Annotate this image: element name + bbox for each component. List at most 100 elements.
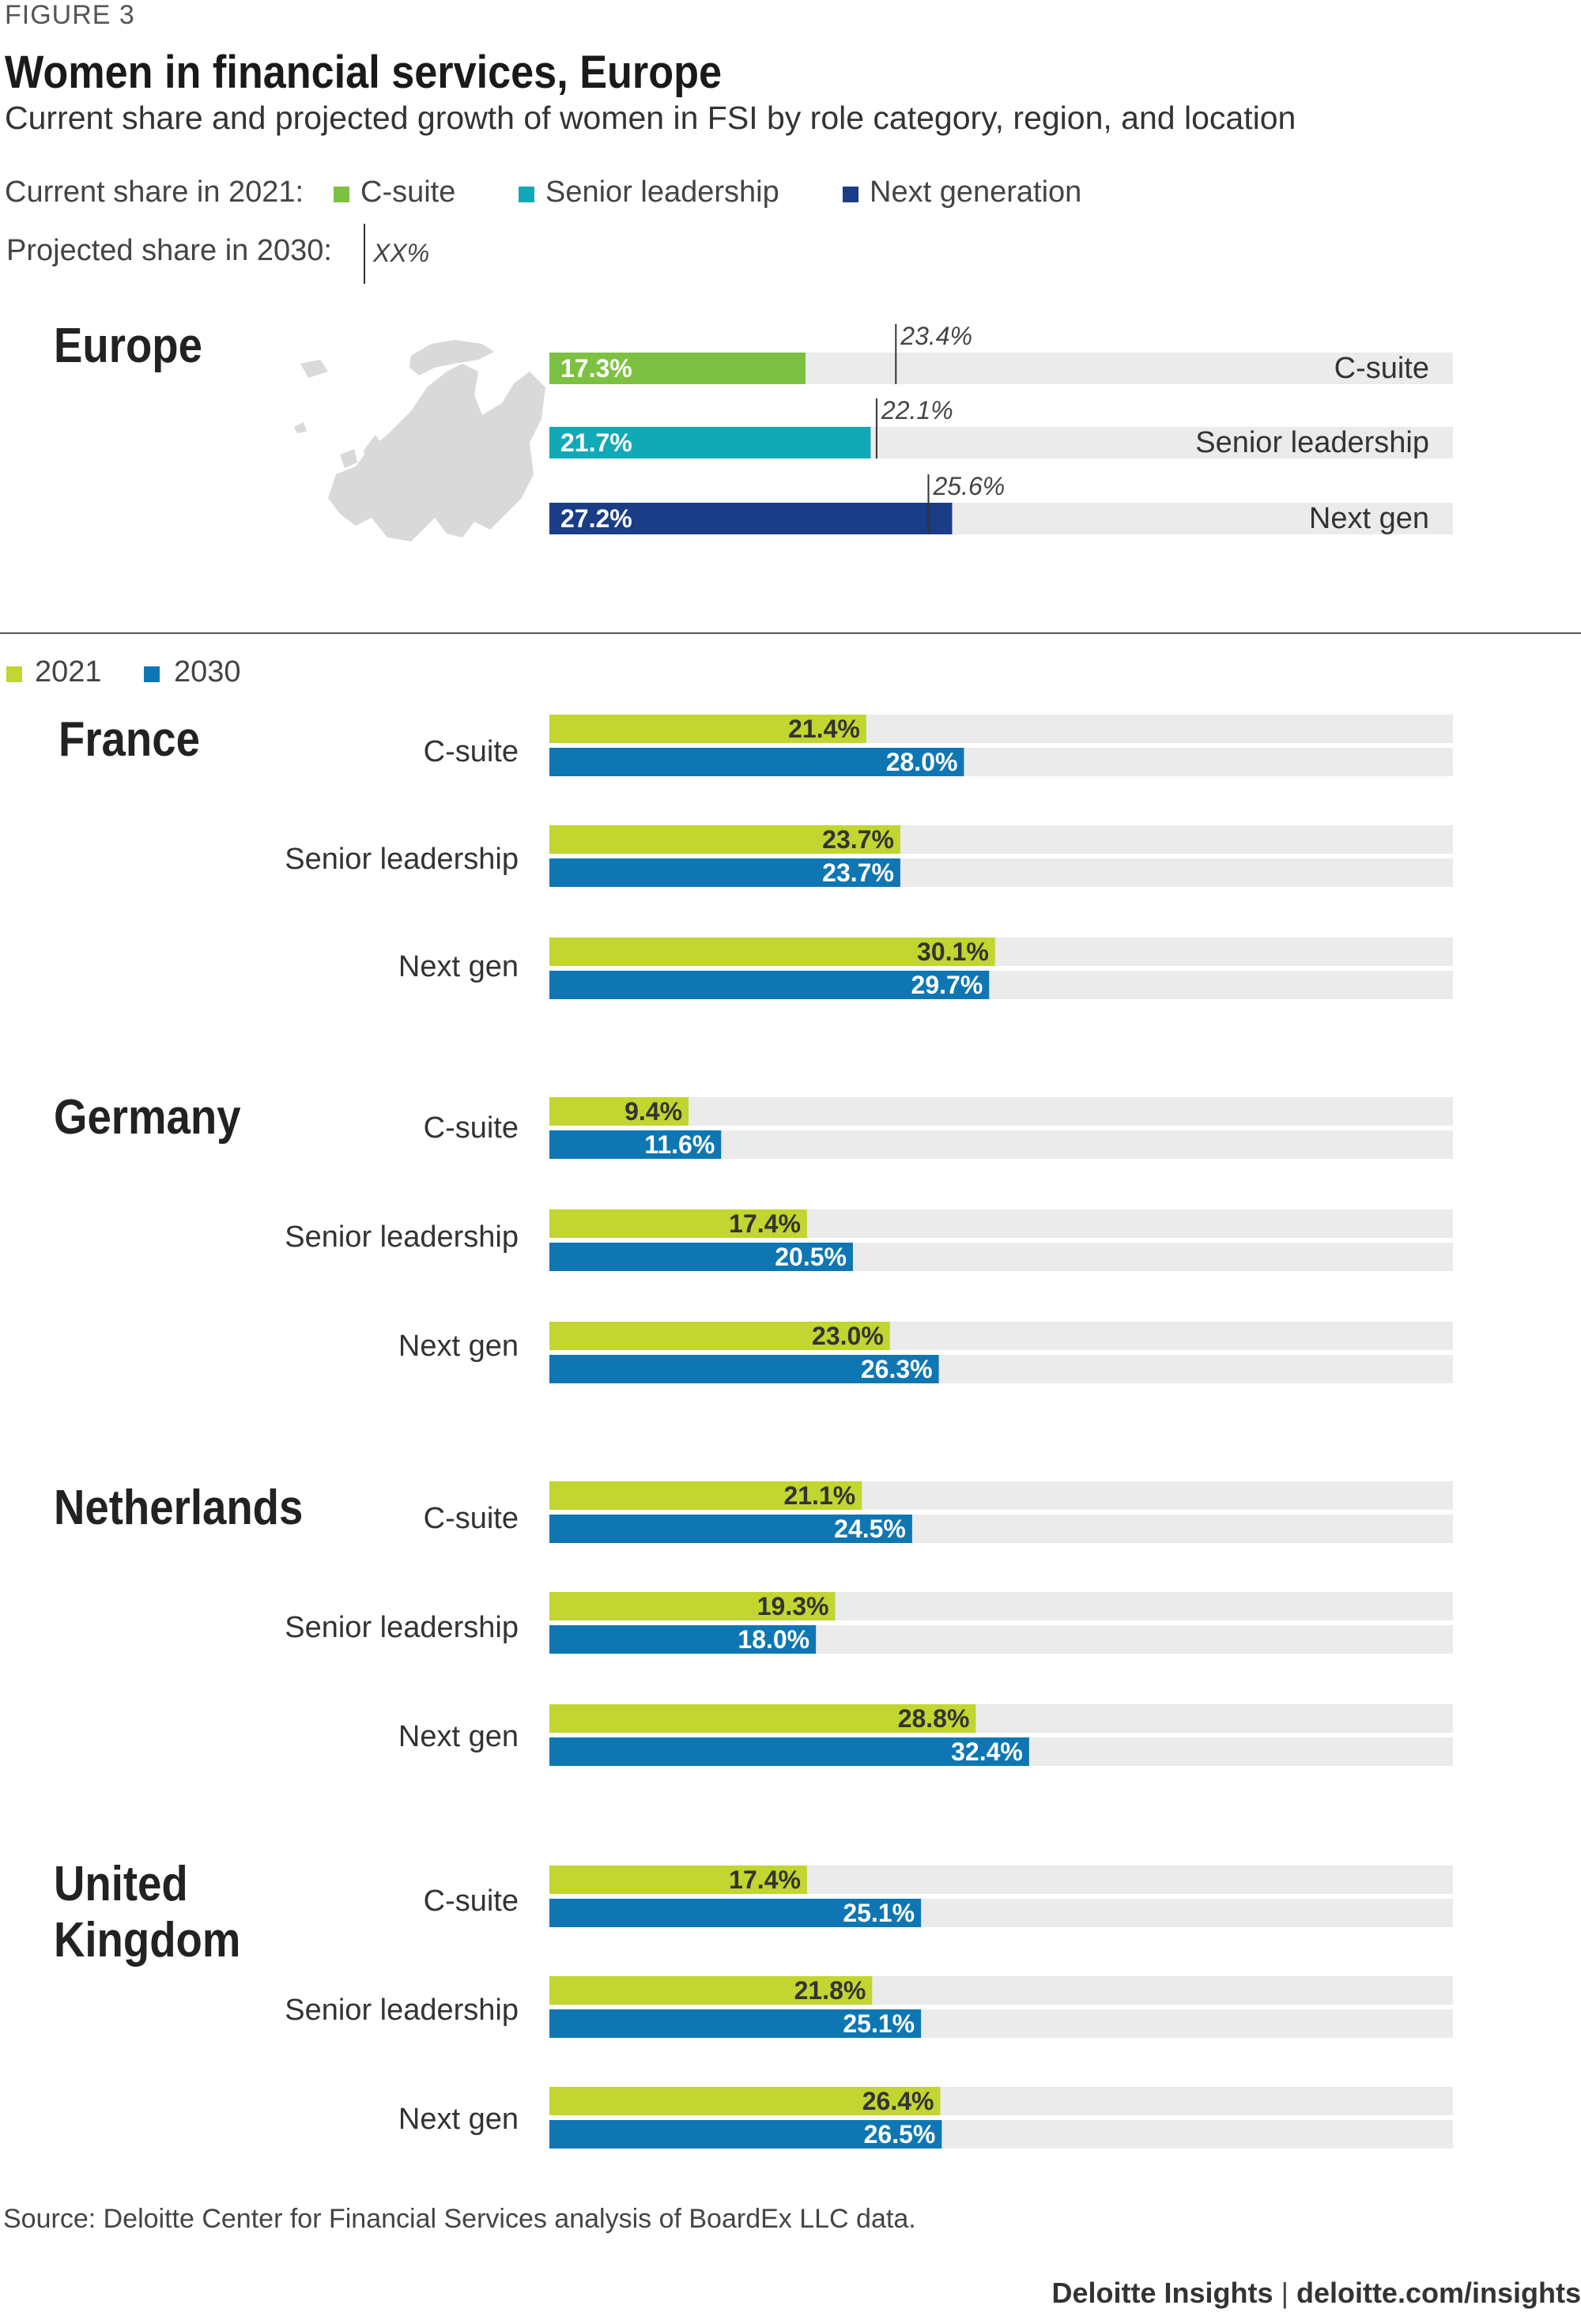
- bar-2030: [549, 1243, 853, 1271]
- category-label: Next gen: [398, 950, 519, 983]
- bar-2021: [549, 1976, 873, 2005]
- bar-track: [549, 1097, 1453, 1126]
- data-label-current: 21.7%: [560, 428, 632, 457]
- category-label: C-suite: [1334, 352, 1429, 385]
- category-label: Next gen: [1309, 502, 1429, 535]
- bar-2030: [549, 1355, 939, 1383]
- data-label-2030: 26.3%: [861, 1355, 933, 1383]
- bar-2021: [549, 1097, 689, 1126]
- figure-label: FIGURE 3: [5, 0, 135, 30]
- data-label-2021: 9.4%: [624, 1097, 682, 1126]
- data-label-2030: 23.7%: [822, 858, 894, 887]
- category-label: Senior leadership: [285, 1220, 519, 1254]
- legend-item-senior-leadership: Senior leadership: [545, 175, 779, 209]
- chart-title: Women in financial services, Europe: [5, 47, 723, 98]
- bar-2021: [549, 2087, 941, 2115]
- region-title-uk-line1: United: [54, 1857, 188, 1911]
- bar-2021: [549, 1481, 862, 1510]
- footer-url[interactable]: deloitte.com/insights: [1296, 2277, 1581, 2309]
- bar-2021: [549, 1322, 890, 1350]
- legend-item-2030: 2030: [174, 655, 241, 689]
- bar-2030: [549, 1899, 922, 1927]
- bar-2030: [549, 971, 990, 999]
- category-label: Next gen: [398, 1330, 519, 1363]
- category-label: Senior leadership: [285, 1994, 519, 2027]
- data-label-2030: 32.4%: [951, 1737, 1023, 1766]
- bar-2030: [549, 748, 964, 776]
- region-title-united-kingdom: United Kingdom: [54, 1856, 240, 1969]
- category-label: Next gen: [398, 2103, 519, 2136]
- footer-credit: Deloitte Insights | deloitte.com/insight…: [1052, 2277, 1581, 2310]
- category-label: C-suite: [423, 1884, 519, 1918]
- data-label-2030: 26.5%: [864, 2120, 936, 2149]
- region-title-france: France: [58, 712, 200, 767]
- bar-2021: [549, 1209, 807, 1238]
- bar-2021: [549, 938, 995, 966]
- data-label-2021: 21.4%: [788, 715, 860, 743]
- region-title-uk-line2: Kingdom: [54, 1913, 241, 1968]
- data-label-2030: 25.1%: [843, 1899, 915, 1927]
- data-label-2030: 29.7%: [911, 971, 983, 999]
- category-label: Senior leadership: [285, 843, 519, 876]
- data-label-2021: 28.8%: [898, 1704, 970, 1733]
- data-label-2021: 17.4%: [729, 1209, 801, 1238]
- category-label: C-suite: [423, 1502, 519, 1535]
- region-title-europe: Europe: [54, 319, 202, 373]
- data-label-projected: 22.1%: [881, 396, 953, 424]
- data-label-2021: 23.7%: [822, 825, 894, 854]
- bar-2021: [549, 1704, 976, 1733]
- legend-swatch-2030: [144, 666, 160, 682]
- legend-projected-marker-line: [364, 224, 365, 284]
- bar-2021: [549, 1866, 807, 1894]
- bar-2021: [549, 825, 900, 854]
- section-divider: [0, 632, 1581, 634]
- legend-item-2021: 2021: [35, 655, 102, 689]
- footer-brand: Deloitte Insights: [1051, 2277, 1273, 2309]
- legend-swatch-2021: [6, 666, 22, 682]
- bar-current-c-suite: [549, 353, 806, 384]
- region-title-netherlands: Netherlands: [54, 1481, 304, 1535]
- legend-swatch-senior-leadership: [519, 187, 534, 202]
- bar-current-next-gen: [549, 503, 953, 534]
- footer-separator: |: [1281, 2277, 1289, 2309]
- data-label-projected: 23.4%: [900, 322, 972, 350]
- legend-item-next-generation: Next generation: [870, 175, 1082, 209]
- data-label-2021: 23.0%: [812, 1322, 884, 1350]
- legend-projected-label: Projected share in 2030:: [6, 234, 332, 267]
- category-label: Next gen: [398, 1720, 519, 1753]
- category-label: C-suite: [423, 1111, 519, 1145]
- data-label-2030: 11.6%: [644, 1130, 715, 1159]
- data-label-2021: 19.3%: [757, 1592, 829, 1620]
- bar-2030: [549, 1625, 817, 1654]
- bar-current-senior-leadership: [549, 427, 871, 458]
- category-label: C-suite: [423, 735, 519, 768]
- chart-subtitle: Current share and projected growth of wo…: [5, 100, 1296, 136]
- legend-current-label: Current share in 2021:: [5, 175, 304, 209]
- bar-2030: [549, 2009, 922, 2038]
- data-label-current: 17.3%: [560, 354, 632, 383]
- data-label-2021: 21.8%: [794, 1976, 866, 2005]
- bar-2030: [549, 1130, 722, 1159]
- europe-map-image: [294, 340, 545, 541]
- category-label: Senior leadership: [285, 1611, 519, 1644]
- data-label-2030: 20.5%: [775, 1243, 847, 1271]
- bar-2021: [549, 1592, 836, 1620]
- data-label-2021: 21.1%: [783, 1481, 855, 1510]
- data-label-2030: 25.1%: [843, 2009, 915, 2038]
- bar-2030: [549, 1737, 1029, 1766]
- legend-projected-marker-text: XX%: [373, 239, 430, 267]
- data-label-2021: 30.1%: [917, 938, 989, 966]
- source-note: Source: Deloitte Center for Financial Se…: [3, 2204, 916, 2234]
- data-label-projected: 25.6%: [932, 472, 1005, 500]
- data-label-2030: 28.0%: [886, 748, 958, 776]
- bar-2030: [549, 2120, 942, 2149]
- legend-swatch-csuite: [334, 187, 349, 202]
- bar-2030: [549, 1515, 912, 1543]
- data-label-2021: 17.4%: [729, 1866, 801, 1894]
- data-label-2021: 26.4%: [862, 2087, 934, 2115]
- legend-swatch-next-generation: [843, 187, 858, 202]
- bar-2030: [549, 858, 900, 887]
- region-title-germany: Germany: [54, 1090, 241, 1145]
- data-label-current: 27.2%: [560, 504, 632, 533]
- data-label-2030: 18.0%: [738, 1625, 809, 1654]
